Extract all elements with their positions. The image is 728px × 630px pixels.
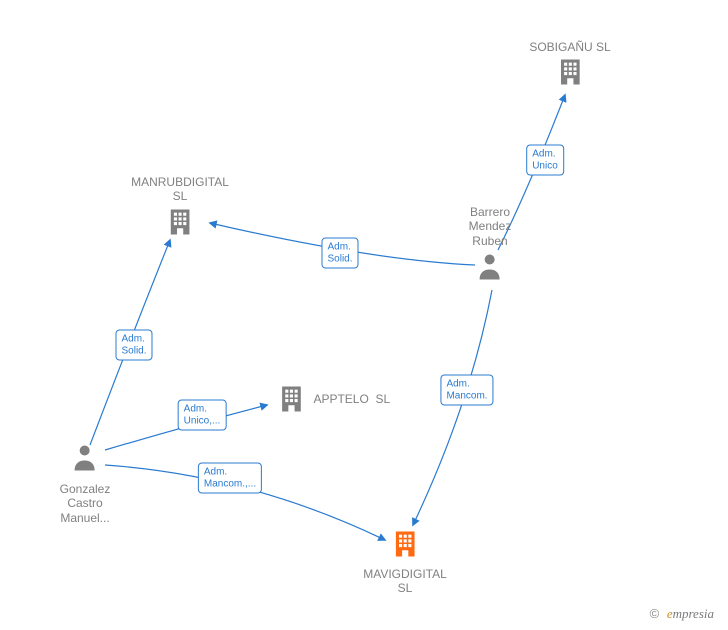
watermark: © empresia [650,606,714,622]
node-gonzalez[interactable]: Gonzalez Castro Manuel... [60,443,111,525]
edge-label-gonzalez-apptelo: Adm. Unico,... [178,400,227,431]
node-label: Barrero Mendez Ruben [469,205,512,248]
node-label: Gonzalez Castro Manuel... [60,482,111,525]
edge-label-gonzalez-manrub: Adm. Solid. [115,330,152,361]
edge-label-ruben-sobiganu: Adm. Unico [526,145,564,176]
person-icon [475,252,505,282]
building-icon [166,208,194,236]
building-icon [391,530,419,558]
edge-ruben-mavig [413,290,492,525]
edge-label-ruben-manrub: Adm. Solid. [321,238,358,269]
building-icon [277,385,305,413]
edge-label-ruben-mavig: Adm. Mancom. [440,375,493,406]
node-apptelo[interactable]: APPTELO SL [277,385,390,413]
building-icon [556,58,584,86]
copyright-symbol: © [650,606,660,621]
brand-name: empresia [667,606,714,621]
node-label: MANRUBDIGITAL SL [131,175,229,204]
node-label: SOBIGAÑU SL [529,40,610,54]
node-mavig[interactable]: MAVIGDIGITAL SL [363,530,447,596]
node-ruben[interactable]: Barrero Mendez Ruben [469,205,512,287]
node-manrub[interactable]: MANRUBDIGITAL SL [131,175,229,241]
edge-label-gonzalez-mavig: Adm. Mancom.,... [198,463,262,494]
node-label: APPTELO SL [313,392,390,406]
node-label: MAVIGDIGITAL SL [363,567,447,596]
person-icon [70,443,100,473]
node-sobiganu[interactable]: SOBIGAÑU SL [529,40,610,91]
